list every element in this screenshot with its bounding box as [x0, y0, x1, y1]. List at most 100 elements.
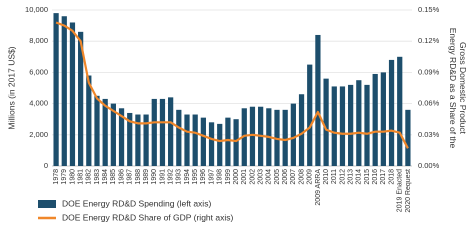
bar [184, 114, 190, 166]
x-tick-label: 2009 ARRA [315, 169, 322, 206]
x-tick-label: 2006 [282, 169, 289, 185]
x-tick-label: 2010 [323, 169, 330, 185]
legend-swatch [38, 200, 56, 208]
y-axis-label: Millions (in 2017 US$) [6, 46, 16, 129]
bar [168, 97, 174, 166]
x-tick-label: 1993 [176, 169, 183, 185]
y2-tick-label: 0.06% [418, 99, 440, 108]
x-tick-label: 1994 [184, 169, 191, 185]
bar [78, 31, 84, 167]
x-tick-label: 2020 Request [405, 169, 412, 213]
x-tick-label: 2015 [364, 169, 371, 185]
bar [118, 108, 125, 166]
bar [405, 109, 411, 166]
y-tick-label: 10,000 [25, 5, 48, 14]
bar [282, 109, 288, 166]
x-tick-label: 2001 [241, 169, 248, 185]
x-tick-label: 1996 [200, 169, 207, 185]
y-tick-label: 4,000 [29, 99, 48, 108]
bar [315, 34, 321, 167]
x-tick-label: 2002 [249, 169, 256, 185]
x-tick-label: 2016 [372, 169, 379, 185]
x-tick-label: 1983 [94, 169, 101, 185]
x-tick-label: 1987 [127, 169, 134, 185]
y2-tick-label: 0.03% [418, 130, 440, 139]
line [55, 21, 409, 149]
bar [135, 114, 141, 166]
x-tick-label: 1984 [102, 169, 109, 185]
x-tick-label: 1997 [208, 169, 215, 185]
x-tick-label: 1998 [217, 169, 224, 185]
bar [397, 56, 403, 166]
x-tick-label: 1978 [53, 169, 60, 185]
bar [348, 84, 354, 166]
bar [176, 109, 182, 166]
x-tick-label: 2014 [356, 169, 363, 185]
x-tick-label: 1980 [69, 169, 76, 185]
y-tick-label: 6,000 [29, 67, 48, 76]
bar [307, 64, 313, 166]
x-tick-label: 1988 [135, 169, 142, 185]
bar [380, 72, 386, 166]
bar [110, 103, 116, 166]
x-tick-label: 2007 [290, 169, 297, 185]
x-tick-label: 2000 [233, 169, 240, 185]
bar [102, 98, 108, 166]
bar [127, 112, 133, 166]
x-tick-label: 1982 [86, 169, 93, 185]
y2-tick-label: 0.15% [418, 5, 440, 14]
y-tick-label: 8,000 [29, 36, 48, 45]
bar [356, 80, 362, 166]
x-tick-label: 1985 [110, 169, 117, 185]
chart: Millions (in 2017 US$) Energy RD&D as a … [6, 5, 468, 222]
x-tick-label: 2018 [388, 169, 395, 185]
bar [61, 16, 67, 166]
bar [192, 114, 198, 166]
x-tick-label: 1995 [192, 169, 199, 185]
x-tick-label: 1981 [77, 169, 84, 185]
bar [339, 86, 346, 166]
x-tick-label: 2003 [257, 169, 264, 185]
bar [249, 106, 256, 166]
x-tick-label: 1979 [61, 169, 68, 185]
bar [53, 13, 59, 167]
bar [159, 98, 166, 166]
bar [388, 59, 395, 166]
bar [94, 95, 100, 166]
x-tick-label: 2008 [298, 169, 305, 185]
bar [298, 94, 305, 166]
x-tick-label: 2004 [266, 169, 273, 185]
legend-label: DOE Energy RD&D Share of GDP (right axis… [62, 212, 233, 222]
bar [225, 117, 231, 166]
x-tick-label: 1989 [143, 169, 150, 185]
x-tick-label: 2013 [347, 169, 354, 185]
bar [69, 22, 76, 167]
x-tick-label: 2017 [380, 169, 387, 185]
y-tick-label: 0 [44, 161, 48, 170]
bar [233, 119, 239, 166]
x-tick-label: 1992 [167, 169, 174, 185]
bar [290, 103, 296, 166]
x-tick-label: 2005 [274, 169, 281, 185]
legend-label: DOE Energy RD&D Spending (left axis) [62, 198, 211, 208]
bar [364, 84, 370, 166]
y2-tick-label: 0.12% [418, 36, 440, 45]
bar [200, 117, 206, 166]
y2-tick-label: 0.09% [418, 67, 440, 76]
y2-tick-label: 0.00% [418, 161, 440, 170]
y-tick-label: 2,000 [29, 130, 48, 139]
x-tick-label: 2011 [331, 169, 338, 184]
bar [372, 73, 378, 166]
y2-axis-label: Gross Domestic Product [458, 42, 468, 135]
x-tick-label: 1991 [159, 169, 166, 185]
bar [217, 123, 223, 166]
x-tick-label: 2019 Enacted [397, 169, 404, 212]
bar [86, 75, 92, 166]
x-tick-label: 1986 [118, 169, 125, 185]
x-tick-label: 1999 [225, 169, 232, 185]
x-tick-label: 2012 [339, 169, 346, 185]
bar [151, 98, 157, 166]
bar [208, 122, 215, 166]
bar [143, 114, 149, 166]
bar [323, 78, 329, 166]
